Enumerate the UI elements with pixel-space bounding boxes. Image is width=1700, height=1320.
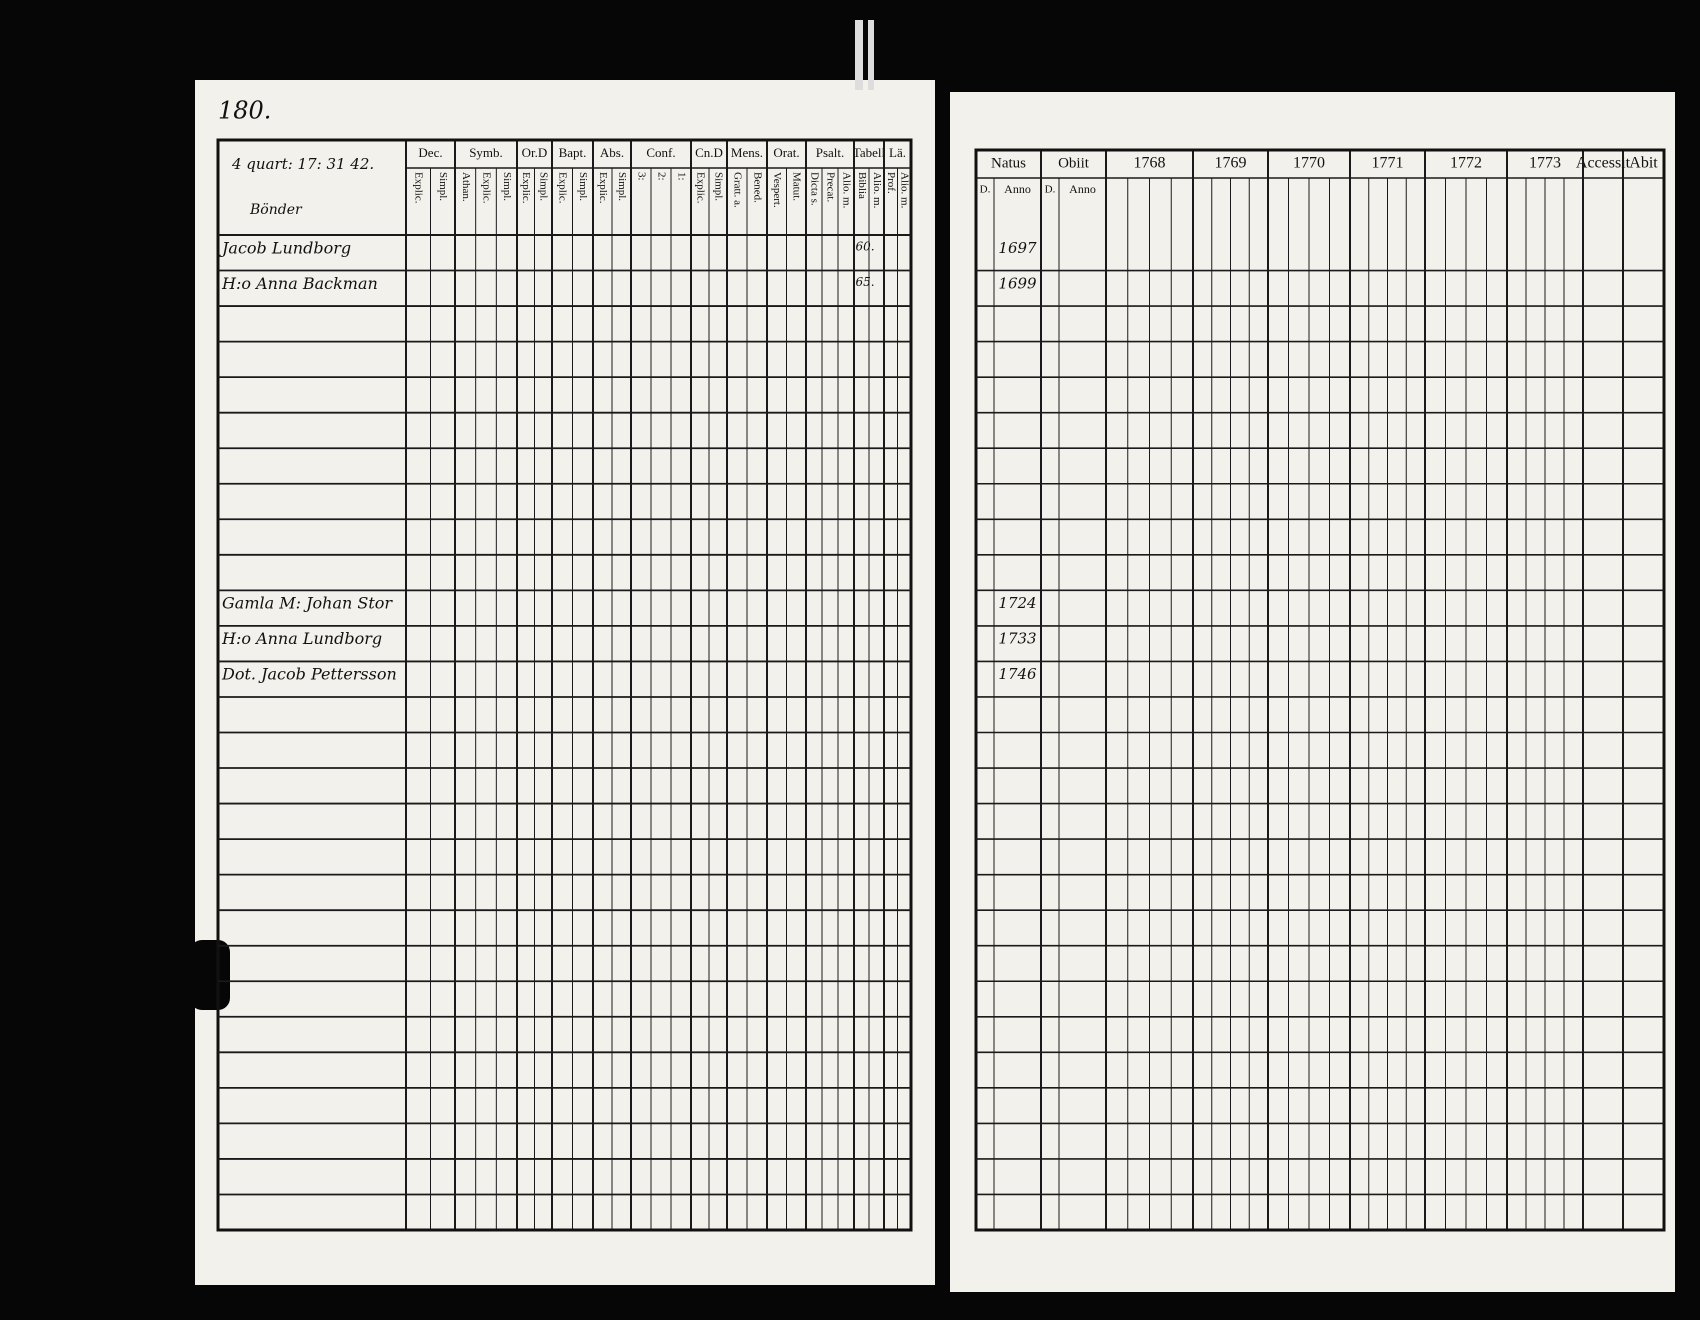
column-header: Psalt. bbox=[816, 145, 845, 160]
clip bbox=[190, 940, 230, 1010]
table-border bbox=[974, 148, 1666, 1232]
subcolumn-header: Explic. bbox=[597, 172, 609, 204]
birth-year: 1724 bbox=[998, 594, 1036, 612]
column-header: 1768 bbox=[1134, 155, 1166, 172]
age-mark: 60. bbox=[856, 239, 875, 253]
column-header: Conf. bbox=[646, 145, 675, 160]
birth-year: 1733 bbox=[998, 630, 1036, 648]
subcolumn-header: Simpl. bbox=[577, 172, 589, 201]
right-paper bbox=[950, 92, 1675, 1292]
column-header: Orat. bbox=[773, 145, 799, 160]
column-header: Lä. bbox=[889, 145, 906, 160]
column-header: Tabell bbox=[853, 145, 886, 160]
subcolumn-header: Vespert. bbox=[771, 172, 783, 208]
column-header: 1769 bbox=[1215, 155, 1247, 172]
member-name: Dot. Jacob Pettersson bbox=[221, 665, 397, 684]
subcolumn-header: Alio. m. bbox=[899, 172, 911, 209]
subcolumn-header: Athan. bbox=[460, 172, 472, 202]
birth-year: 1746 bbox=[998, 665, 1037, 683]
birth-year: 1697 bbox=[998, 239, 1037, 257]
subcolumn-header: Explic. bbox=[557, 172, 569, 204]
member-name: H:o Anna Lundborg bbox=[221, 629, 382, 648]
subcolumn-header: Simpl. bbox=[712, 172, 724, 201]
subcolumn-header: Matut. bbox=[791, 172, 803, 201]
column-header: 1771 bbox=[1372, 155, 1404, 172]
subcolumn-header: Biblia bbox=[856, 172, 868, 199]
subcolumn-header: Prof. bbox=[885, 172, 897, 194]
left-paper bbox=[195, 80, 935, 1285]
subcolumn-header: Simpl. bbox=[616, 172, 628, 201]
column-header: Or.D bbox=[522, 145, 548, 160]
subcolumn-header: Explic. bbox=[694, 172, 706, 204]
column-header: Obiit bbox=[1058, 155, 1090, 171]
page-number: 180. bbox=[218, 97, 271, 125]
column-header: Mens. bbox=[731, 145, 763, 160]
subcolumn-header: D. bbox=[980, 184, 991, 196]
column-header: Accessit bbox=[1576, 155, 1631, 172]
subcolumn-header: 3: bbox=[635, 172, 647, 181]
column-header: Abit bbox=[1629, 155, 1658, 172]
column-header: 1773 bbox=[1529, 155, 1561, 172]
subcolumn-header: Explic. bbox=[520, 172, 532, 204]
subcolumn-header: 2: bbox=[655, 172, 667, 181]
age-mark: 65. bbox=[856, 275, 875, 289]
table-border bbox=[216, 138, 913, 1232]
member-name: Gamla M: Johan Stor bbox=[222, 594, 393, 613]
subcolumn-header: Simpl. bbox=[437, 172, 449, 201]
column-header: 1770 bbox=[1293, 155, 1325, 172]
header-note: 4 quart: 17: 31 42. bbox=[231, 155, 374, 173]
subcolumn-header: 1: bbox=[675, 172, 687, 181]
binding bbox=[855, 20, 863, 90]
section-heading: Bönder bbox=[249, 202, 303, 218]
column-header: Dec. bbox=[418, 145, 442, 160]
column-header: 1772 bbox=[1450, 155, 1482, 172]
column-header: Bapt. bbox=[559, 145, 587, 160]
subcolumn-header: D. bbox=[1045, 184, 1056, 196]
subcolumn-header: Simpl. bbox=[501, 172, 513, 201]
binding bbox=[868, 20, 874, 90]
column-header: Natus bbox=[991, 155, 1026, 171]
member-name: H:o Anna Backman bbox=[221, 274, 378, 293]
column-header: Abs. bbox=[600, 145, 624, 160]
subcolumn-header: Dicta s. bbox=[808, 172, 820, 206]
subcolumn-header: Alio. m. bbox=[840, 172, 852, 209]
subcolumn-header: Anno bbox=[1069, 182, 1096, 196]
subcolumn-header: Bened. bbox=[751, 172, 763, 203]
subcolumn-header: Precat. bbox=[824, 172, 836, 202]
birth-year: 1699 bbox=[998, 274, 1037, 292]
subcolumn-header: Simpl. bbox=[538, 172, 550, 201]
subcolumn-header: Explic. bbox=[413, 172, 425, 204]
member-name: Jacob Lundborg bbox=[219, 238, 351, 257]
column-header: Cn.D bbox=[695, 145, 723, 160]
subcolumn-header: Alio. m. bbox=[871, 172, 883, 209]
subcolumn-header: Explic. bbox=[480, 172, 492, 204]
subcolumn-header: Anno bbox=[1004, 182, 1031, 196]
subcolumn-header: Gratt. a. bbox=[731, 172, 743, 208]
column-header: Symb. bbox=[469, 145, 503, 160]
